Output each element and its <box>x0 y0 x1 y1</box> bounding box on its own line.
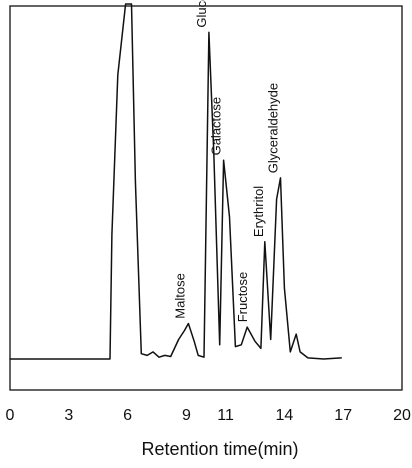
x-tick-label: 17 <box>334 407 352 424</box>
chromatogram-trace <box>9 3 342 360</box>
peak-label: Fructose <box>235 272 250 323</box>
x-axis-title: Retention time(min) <box>141 439 298 459</box>
peak-label: Glyceraldehyde <box>266 83 281 173</box>
x-tick-label: 9 <box>182 407 191 424</box>
plot-frame <box>9 5 403 391</box>
peak-label: Glucose <box>194 0 209 28</box>
x-tick-label: 20 <box>393 407 411 424</box>
peak-label: Galactose <box>209 97 224 156</box>
x-tick-label: 11 <box>217 407 234 424</box>
peak-label: Erythritol <box>251 186 266 237</box>
x-tick-label: 0 <box>6 407 15 424</box>
x-tick-label: 6 <box>123 407 132 424</box>
x-axis-ticks: 0 3 6 9 11 14 17 20 <box>6 407 411 424</box>
peak-label: Maltose <box>172 273 187 319</box>
x-tick-label: 3 <box>64 407 73 424</box>
x-tick-label: 14 <box>276 407 294 424</box>
